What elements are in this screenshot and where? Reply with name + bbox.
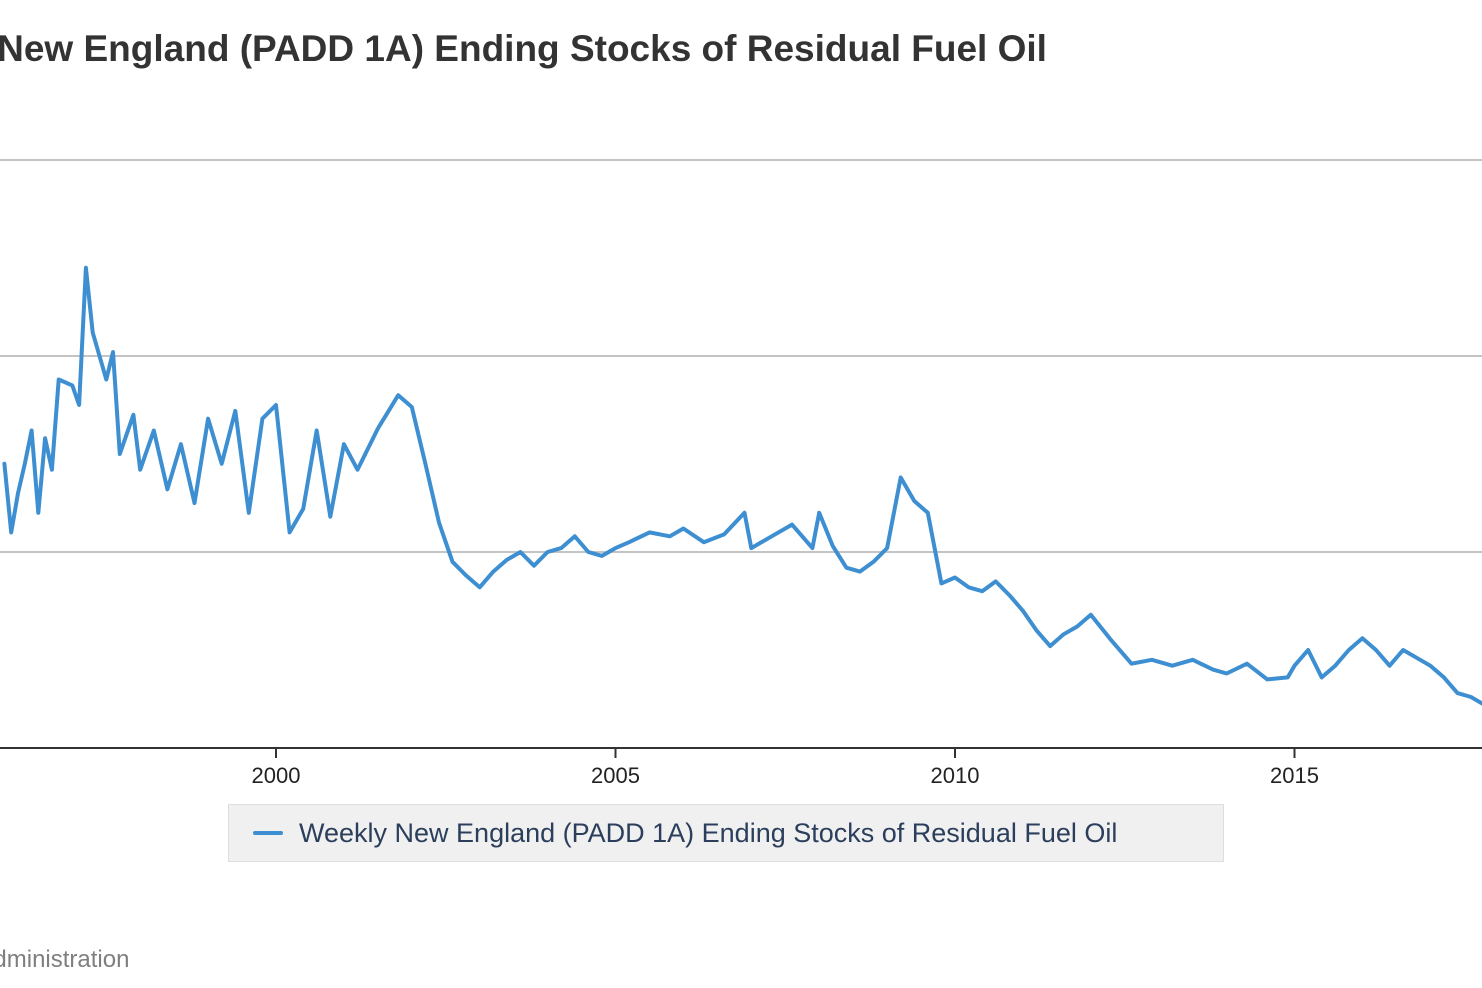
gridlines	[0, 159, 1482, 553]
x-tick-label-2015: 2015	[1270, 763, 1319, 788]
legend-swatch	[253, 831, 283, 835]
series-line[interactable]	[2, 265, 1482, 706]
source-credit: formation Administration	[0, 946, 130, 973]
x-tick-label-2005: 2005	[591, 763, 640, 788]
x-tick-label-2000: 2000	[252, 763, 301, 788]
chart-title: Weekly New England (PADD 1A) Ending Stoc…	[0, 28, 1047, 69]
x-axis-ticks: 2000 2005 2010 2015	[252, 748, 1319, 788]
x-tick-label-2010: 2010	[931, 763, 980, 788]
legend[interactable]: Weekly New England (PADD 1A) Ending Stoc…	[228, 804, 1224, 862]
legend-label: Weekly New England (PADD 1A) Ending Stoc…	[299, 817, 1118, 848]
